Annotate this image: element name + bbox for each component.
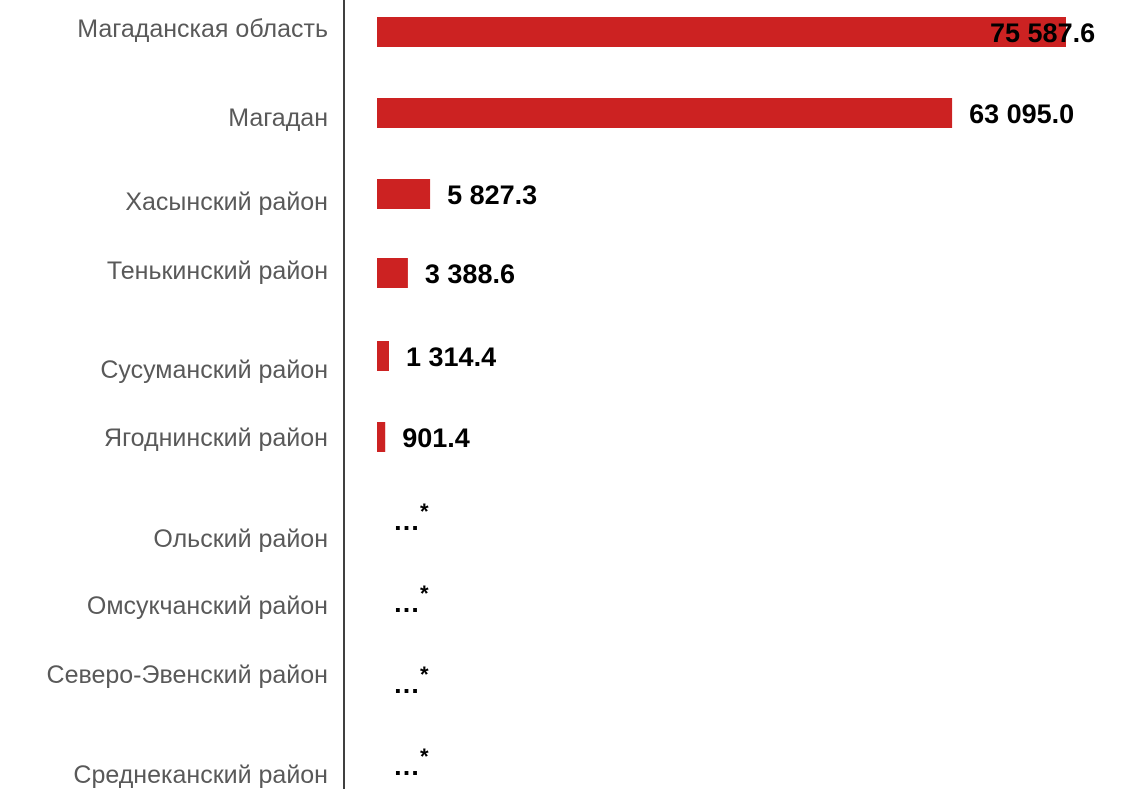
bar: [377, 17, 1066, 47]
category-label: Ольский район: [153, 525, 328, 553]
value-label: 5 827.3: [447, 180, 537, 210]
bar: [377, 422, 386, 452]
value-label: 1 314.4: [406, 342, 496, 372]
bar: [377, 179, 431, 209]
value-labels: 75 587.6 63 095.0 5 827.3 3 388.6 1 314.4 901…: [393, 18, 1095, 781]
value-label: 75 587.6: [990, 18, 1095, 48]
value-label: …*: [393, 581, 429, 618]
category-label: Хасынский район: [125, 188, 328, 216]
category-label: Среднеканский район: [73, 761, 328, 789]
bar: [377, 258, 408, 288]
category-label: Магаданская область: [77, 15, 328, 43]
value-label: 63 095.0: [969, 99, 1074, 129]
category-label: Омсукчанский район: [87, 592, 328, 620]
value-label: …*: [393, 662, 429, 699]
bar: [377, 341, 389, 371]
value-label: 901.4: [402, 423, 470, 453]
bars: [377, 17, 1066, 452]
category-label: Северо-Эвенский район: [47, 661, 328, 689]
category-label: Сусуманский район: [100, 356, 328, 384]
category-label: Тенькинский район: [107, 257, 328, 285]
value-label: …*: [393, 744, 429, 781]
value-label: …*: [393, 499, 429, 536]
category-label: Ягоднинский район: [104, 424, 328, 452]
value-label: 3 388.6: [425, 259, 515, 289]
category-labels: Магаданская область Магадан Хасынский райо…: [47, 15, 328, 789]
bar: [377, 98, 953, 128]
category-label: Магадан: [228, 104, 328, 132]
